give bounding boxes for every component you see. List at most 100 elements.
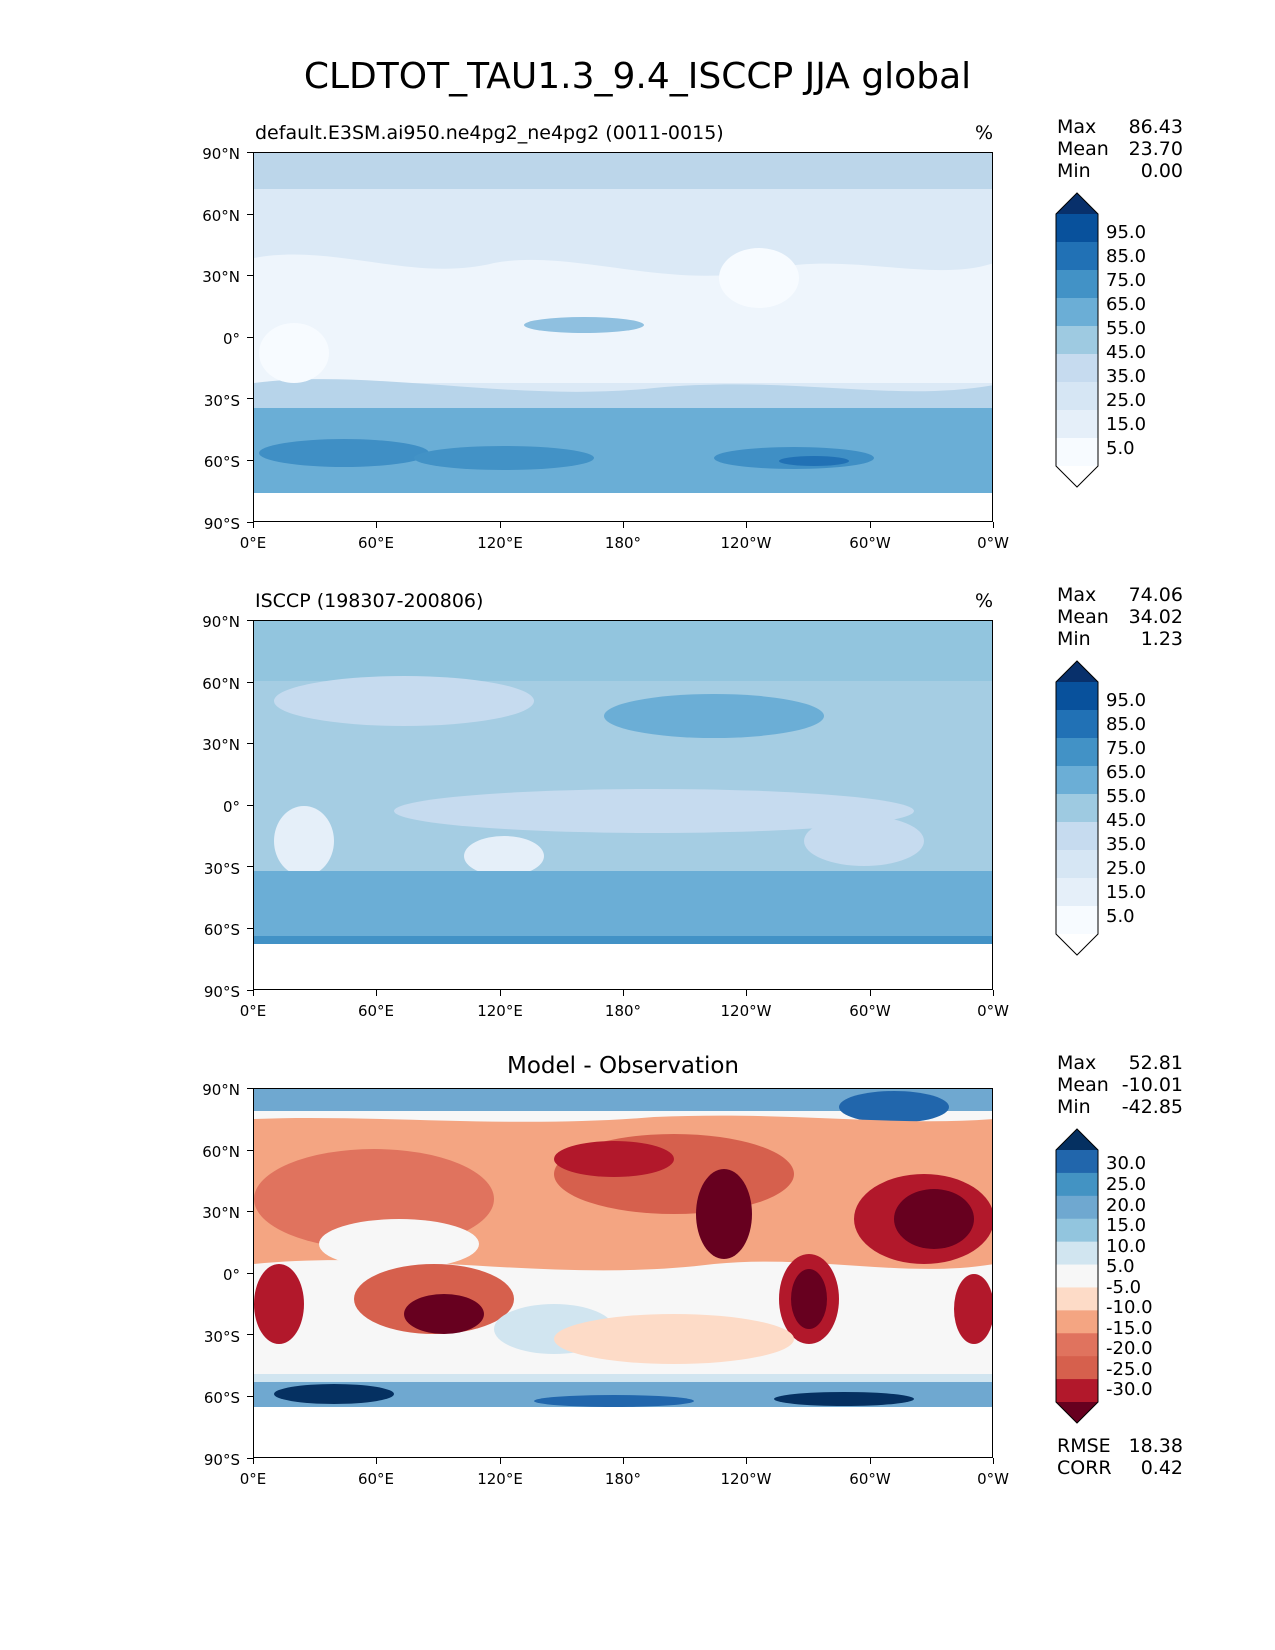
colorbar-extend-top — [1056, 661, 1098, 682]
lat-label: 60°S — [203, 453, 240, 471]
lon-label: 60°E — [357, 1470, 395, 1488]
colorbar-tick: 95.0 — [1106, 222, 1147, 243]
panel-2-units: % — [975, 590, 994, 612]
lat-tick — [247, 521, 253, 523]
lon-label: 120°W — [720, 1470, 772, 1488]
colorbar-tick: 25.0 — [1106, 1174, 1147, 1195]
colorbar-segment — [1056, 382, 1098, 411]
lon-label: 60°W — [849, 1470, 891, 1488]
lon-tick — [499, 1458, 501, 1464]
colorbar-extend-top — [1056, 1129, 1098, 1150]
lon-label: 120°E — [477, 1002, 523, 1020]
colorbar-segment — [1056, 878, 1098, 907]
lat-tick — [247, 620, 253, 621]
panel-1-colorbar — [1055, 192, 1099, 488]
colorbar-segment — [1056, 766, 1098, 795]
lat-tick — [247, 1272, 253, 1274]
lon-label: 120°W — [720, 534, 772, 552]
colorbar-tick: 55.0 — [1106, 318, 1147, 339]
colorbar-tick: 95.0 — [1106, 690, 1147, 711]
lat-tick — [247, 398, 253, 400]
lon-tick — [499, 990, 501, 996]
lon-tick — [622, 1458, 624, 1464]
lat-tick — [247, 681, 253, 683]
lon-tick — [869, 1458, 871, 1464]
colorbar-segment — [1056, 1172, 1098, 1197]
panel-1-stat-min: Min 0.00 — [1057, 160, 1183, 182]
colorbar-segment — [1056, 214, 1098, 243]
colorbar-segment — [1056, 682, 1098, 711]
panel-1-stat-max: Max 86.43 — [1057, 116, 1183, 138]
lon-label: 60°E — [357, 534, 395, 552]
colorbar-segment — [1056, 822, 1098, 851]
colorbar-tick: 65.0 — [1106, 762, 1147, 783]
colorbar-segment — [1056, 1150, 1098, 1174]
panel-1-title: default.E3SM.ai950.ne4pg2_ne4pg2 (0011-0… — [255, 122, 724, 144]
panel-2-title: ISCCP (198307-200806) — [255, 590, 484, 612]
lat-label: 30°N — [202, 736, 240, 754]
colorbar-tick: -30.0 — [1106, 1379, 1153, 1400]
colorbar-tick: -20.0 — [1106, 1338, 1153, 1359]
lon-tick — [746, 990, 748, 996]
lon-tick — [869, 522, 871, 528]
panel-3-rmse: RMSE 18.38 — [1057, 1435, 1183, 1457]
lat-label: 60°S — [203, 921, 240, 939]
lat-label: 90°N — [202, 1081, 240, 1099]
lon-label: 120°E — [477, 534, 523, 552]
colorbar-tick: 45.0 — [1106, 342, 1147, 363]
lon-tick — [746, 522, 748, 528]
colorbar-segment — [1056, 1379, 1098, 1403]
panel-1-map — [253, 152, 993, 522]
lon-tick — [622, 990, 624, 996]
colorbar-segment — [1056, 1264, 1098, 1288]
colorbar-tick: 25.0 — [1106, 390, 1147, 411]
lon-tick — [376, 1458, 378, 1464]
colorbar-segment — [1056, 1287, 1098, 1311]
lat-label: 60°N — [202, 675, 240, 693]
colorbar-tick: 15.0 — [1106, 882, 1147, 903]
lon-tick — [992, 1458, 994, 1464]
colorbar-extend-bottom — [1056, 934, 1098, 955]
panel-2-map — [253, 620, 993, 990]
panel-2-colorbar-svg — [1055, 660, 1099, 956]
colorbar-tick: 35.0 — [1106, 834, 1147, 855]
panel-3-corr: CORR 0.42 — [1057, 1457, 1183, 1479]
colorbar-extend-bottom — [1056, 466, 1098, 487]
lon-label: 0°W — [977, 534, 1009, 552]
lon-label: 0°W — [977, 1002, 1009, 1020]
lat-label: 90°N — [202, 613, 240, 631]
colorbar-segment — [1056, 242, 1098, 271]
colorbar-tick: 35.0 — [1106, 366, 1147, 387]
colorbar-segment — [1056, 1195, 1098, 1220]
colorbar-tick: 5.0 — [1106, 438, 1135, 459]
colorbar-extend-bottom — [1056, 1402, 1098, 1423]
colorbar-segment — [1056, 326, 1098, 355]
colorbar-tick: 55.0 — [1106, 786, 1147, 807]
lat-label: 90°S — [203, 1451, 240, 1469]
lon-tick — [992, 522, 994, 528]
lat-tick — [247, 1396, 253, 1397]
panel-3-stat-min: Min -42.85 — [1057, 1096, 1183, 1118]
lon-tick — [869, 990, 871, 996]
lon-label: 0°W — [977, 1470, 1009, 1488]
colorbar-tick: 75.0 — [1106, 738, 1147, 759]
lat-tick — [247, 928, 253, 929]
lon-label: 60°W — [849, 1002, 891, 1020]
lat-tick — [247, 1088, 253, 1089]
colorbar-tick: -5.0 — [1106, 1277, 1142, 1298]
lat-label: 0° — [222, 330, 240, 348]
colorbar-tick: 10.0 — [1106, 1236, 1147, 1257]
lat-label: 0° — [222, 798, 240, 816]
lat-label: 60°S — [203, 1389, 240, 1407]
panel-2-colorbar — [1055, 660, 1099, 956]
colorbar-tick: 65.0 — [1106, 294, 1147, 315]
lon-tick — [622, 522, 624, 528]
lat-label: 90°N — [202, 145, 240, 163]
lon-tick — [992, 990, 994, 996]
colorbar-extend-top — [1056, 193, 1098, 214]
colorbar-segment — [1056, 298, 1098, 327]
lon-tick — [499, 522, 501, 528]
panel-3-colorbar-svg — [1055, 1128, 1099, 1424]
panel-3-stat-max: Max 52.81 — [1057, 1052, 1183, 1074]
lon-tick — [376, 990, 378, 996]
